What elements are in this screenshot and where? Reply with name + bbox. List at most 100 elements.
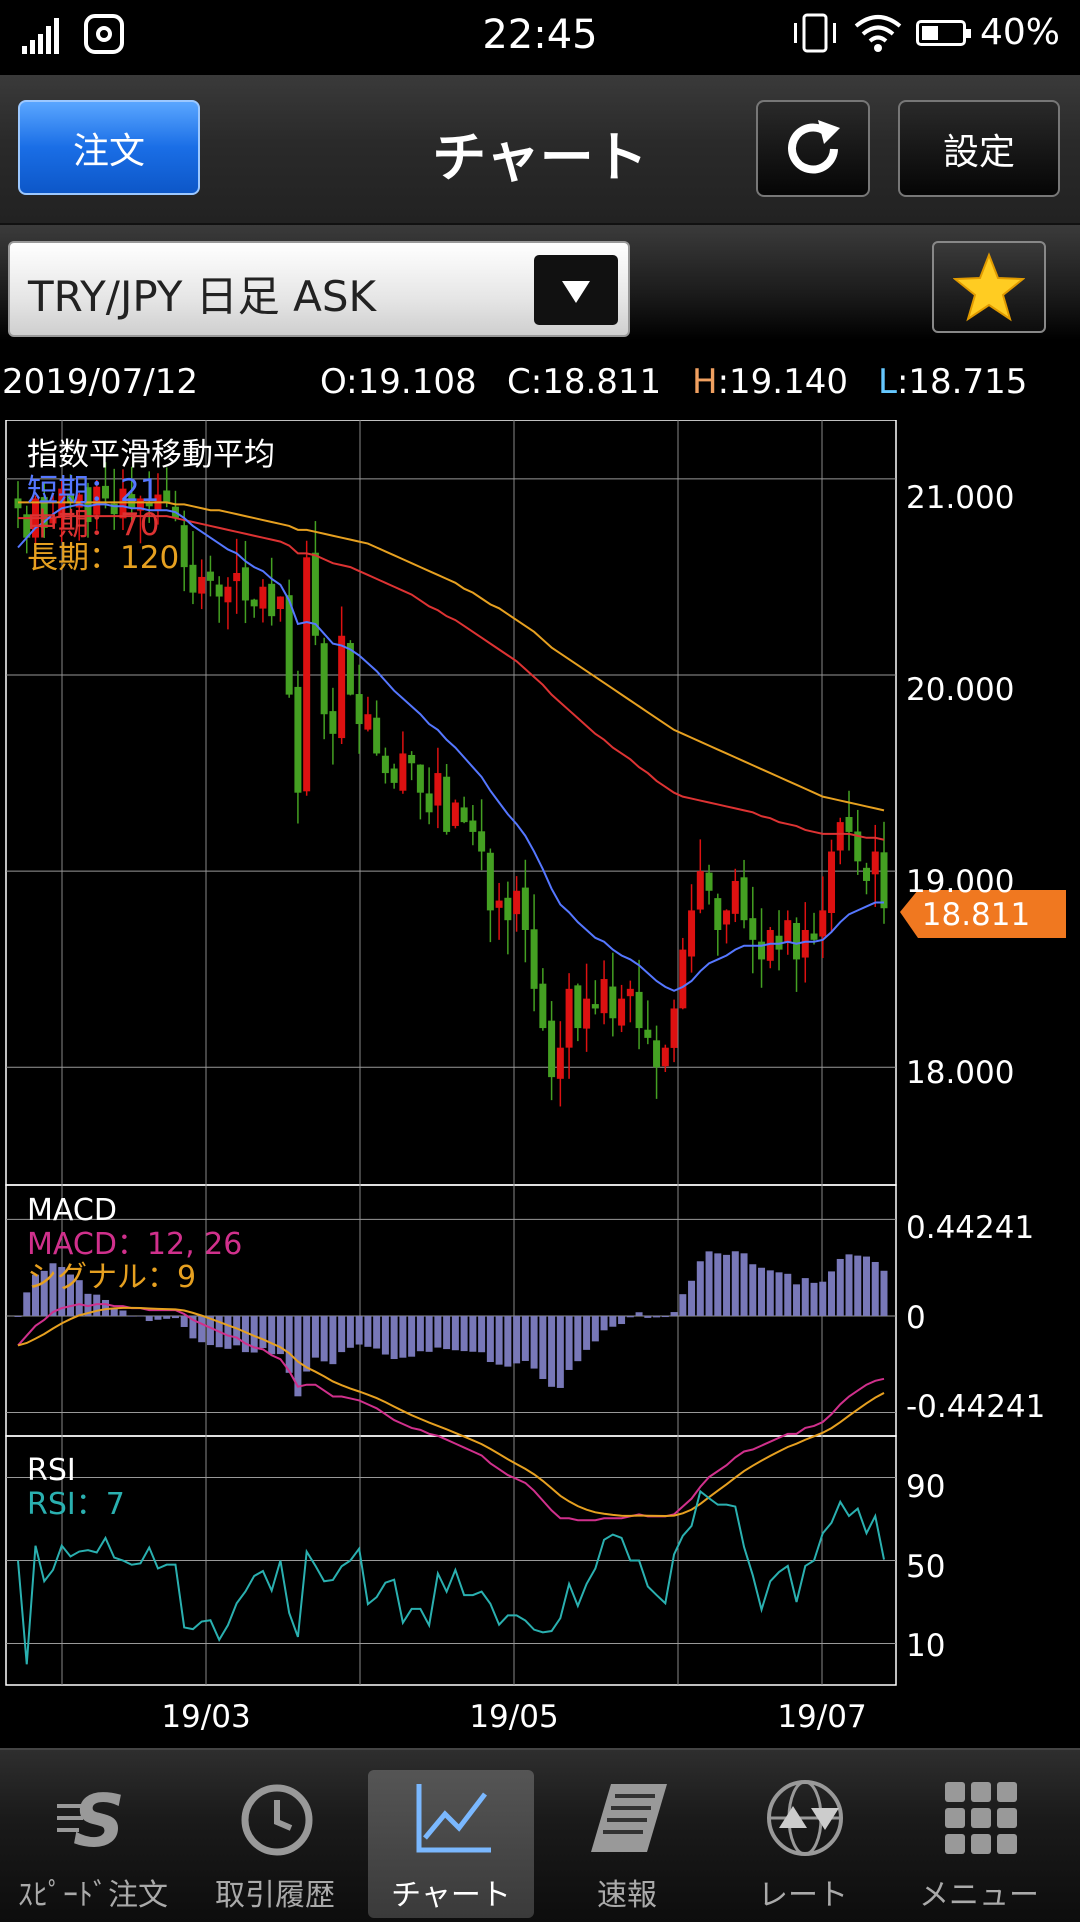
candle-body xyxy=(294,687,301,793)
tab-history[interactable]: 取引履歴 xyxy=(192,1770,358,1918)
tab-label: チャート xyxy=(368,1870,534,1914)
macd-histogram-bar xyxy=(347,1316,354,1348)
price-chart[interactable]: 18.811 指数平滑移動平均 短期：21 中期：70 長期：120 MACD … xyxy=(0,420,1080,1745)
rsi-line xyxy=(18,1491,884,1664)
macd-histogram-bar xyxy=(373,1316,380,1349)
macd-histogram-bar xyxy=(408,1316,415,1357)
macd-histogram-bar xyxy=(583,1316,590,1350)
legend-signal: シグナル：9 xyxy=(27,1260,196,1295)
rate-icon xyxy=(763,1776,847,1860)
ohlc-close: C:18.811 xyxy=(507,362,661,402)
signal-line xyxy=(18,1308,884,1516)
candle-body xyxy=(741,877,748,920)
candle-body xyxy=(732,881,739,914)
tab-speed-order[interactable]: S ｽﾋﾟｰﾄﾞ注文 xyxy=(10,1770,176,1918)
candle-body xyxy=(697,871,704,909)
settings-button[interactable]: 設定 xyxy=(898,100,1060,197)
macd-histogram-bar xyxy=(469,1316,476,1352)
legend-long: 長期：120 xyxy=(27,540,179,576)
candle-body xyxy=(531,929,538,989)
candle-body xyxy=(259,587,266,609)
legend-macd: MACD：12, 26 xyxy=(27,1227,242,1262)
macd-histogram-bar xyxy=(644,1316,651,1318)
macd-histogram-bar xyxy=(443,1316,450,1349)
candle-body xyxy=(329,711,336,734)
favorite-button[interactable] xyxy=(932,241,1046,333)
y-tick-main-1: 20.000 xyxy=(906,672,1014,708)
macd-histogram-bar xyxy=(329,1316,336,1364)
macd-histogram-bar xyxy=(662,1316,669,1317)
candle-body xyxy=(434,773,441,805)
symbol-select[interactable]: TRY/JPY 日足 ASK xyxy=(8,241,630,337)
chevron-down-icon[interactable] xyxy=(534,255,618,325)
macd-histogram-bar xyxy=(461,1316,468,1351)
ema-short-line xyxy=(18,504,884,990)
rsi-title: RSI xyxy=(27,1453,76,1488)
macd-histogram-bar xyxy=(732,1251,739,1316)
candle-body xyxy=(478,831,485,851)
candle-body xyxy=(837,822,844,850)
x-tick-0: 19/03 xyxy=(161,1699,250,1735)
candle-body xyxy=(601,979,608,1013)
candle-body xyxy=(688,910,695,956)
macd-histogram-bar xyxy=(706,1251,713,1316)
symbol-select-value: TRY/JPY 日足 ASK xyxy=(28,263,376,324)
macd-histogram-bar xyxy=(434,1316,441,1348)
macd-histogram-bar xyxy=(111,1309,118,1316)
candle-body xyxy=(224,587,231,603)
macd-histogram-bar xyxy=(609,1316,616,1327)
tab-label: ｽﾋﾟｰﾄﾞ注文 xyxy=(10,1870,176,1914)
candle-body xyxy=(671,1008,678,1047)
candle-body xyxy=(373,718,380,754)
legend-rsi: RSI：7 xyxy=(27,1487,125,1522)
legend-short: 短期：21 xyxy=(27,473,159,509)
y-tick-rsi-2: 10 xyxy=(906,1628,945,1664)
selector-bar: TRY/JPY 日足 ASK xyxy=(0,225,1080,340)
refresh-icon xyxy=(778,114,848,184)
tab-label: メニュー xyxy=(896,1870,1062,1914)
candle-body xyxy=(583,999,590,1029)
macd-histogram-bar xyxy=(286,1316,293,1373)
candle-body xyxy=(513,891,520,914)
candle-body xyxy=(609,987,616,1019)
candle-body xyxy=(399,753,406,790)
app-header: 注文 チャート 設定 xyxy=(0,75,1080,225)
macd-histogram-bar xyxy=(356,1316,363,1345)
y-tick-main-3: 18.000 xyxy=(906,1055,1014,1091)
tab-news[interactable]: 速報 xyxy=(544,1770,710,1918)
macd-histogram-bar xyxy=(338,1316,345,1352)
candle-body xyxy=(338,636,345,738)
macd-histogram-bar xyxy=(268,1316,275,1354)
refresh-button[interactable] xyxy=(756,100,870,197)
candle-body xyxy=(828,852,835,913)
candle-body xyxy=(881,852,888,908)
macd-histogram-bar xyxy=(303,1316,310,1372)
status-bar: 22:45 40% xyxy=(0,0,1080,75)
tab-rate[interactable]: レート xyxy=(720,1770,886,1918)
candle-body xyxy=(189,565,196,593)
tab-chart[interactable]: チャート xyxy=(368,1770,534,1918)
menu-grid-icon xyxy=(939,1776,1023,1860)
macd-histogram-bar xyxy=(154,1316,161,1320)
macd-histogram-bar xyxy=(863,1257,870,1316)
x-tick-2: 19/07 xyxy=(777,1699,866,1735)
macd-histogram-bar xyxy=(172,1316,179,1318)
candle-body xyxy=(391,769,398,783)
tab-label: 速報 xyxy=(544,1870,710,1914)
candle-body xyxy=(286,595,293,694)
tab-menu[interactable]: メニュー xyxy=(896,1770,1062,1918)
candle-body xyxy=(557,1048,564,1079)
vibrate-icon xyxy=(790,13,840,53)
macd-histogram-bar xyxy=(758,1268,765,1316)
candle-body xyxy=(233,573,240,581)
main-indicator-title: 指数平滑移動平均 xyxy=(27,437,275,473)
macd-histogram-bar xyxy=(741,1253,748,1316)
macd-histogram-bar xyxy=(504,1316,511,1367)
y-tick-macd-0: 0.44241 xyxy=(906,1210,1034,1246)
candle-body xyxy=(426,793,433,812)
order-button[interactable]: 注文 xyxy=(18,100,200,195)
macd-histogram-bar xyxy=(714,1253,721,1316)
candle-body xyxy=(364,714,371,729)
candle-body xyxy=(714,898,721,930)
macd-histogram-bar xyxy=(198,1316,205,1342)
